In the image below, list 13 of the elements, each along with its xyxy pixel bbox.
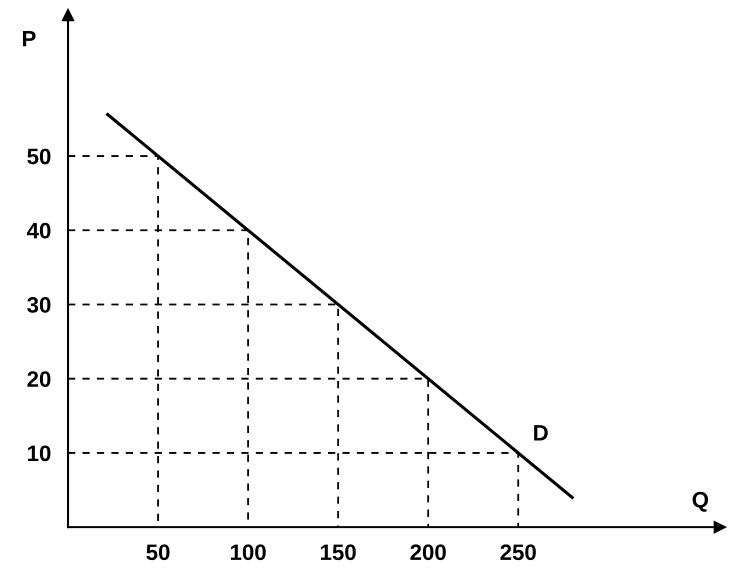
y-tick-label: 30 <box>27 297 50 313</box>
annotation: D <box>534 425 548 440</box>
x-tick-label: 100 <box>230 544 266 560</box>
y-tick-label: 10 <box>28 445 50 462</box>
y-tick-label: 40 <box>26 222 50 239</box>
y-axis-title: P <box>22 30 36 46</box>
x-axis-title: Q <box>692 492 708 512</box>
x-tick-label: 50 <box>146 544 170 560</box>
x-tick-label: 250 <box>500 544 536 560</box>
y-tick-label: 50 <box>27 148 50 164</box>
x-tick-label: 200 <box>410 544 446 560</box>
x-tick-label: 150 <box>320 544 356 560</box>
y-tick-label: 20 <box>27 371 50 387</box>
